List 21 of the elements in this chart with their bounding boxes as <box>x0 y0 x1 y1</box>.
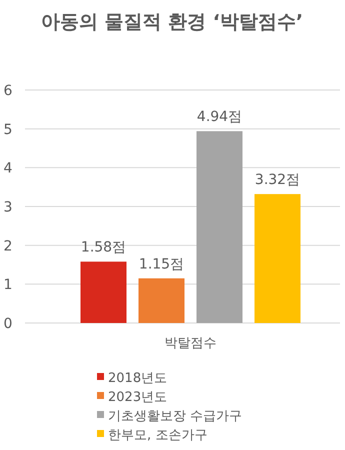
data-label: 3.32점 <box>254 172 300 188</box>
y-tick-label: 1 <box>4 277 12 294</box>
legend-label: 한부모, 조손가구 <box>108 428 208 443</box>
x-tick-label: 박탈점수 <box>164 336 216 351</box>
legend-label: 기초생활보장 수급가구 <box>108 409 242 424</box>
y-tick-label: 2 <box>4 238 12 254</box>
data-label: 4.94점 <box>196 109 242 126</box>
y-tick-label: 3 <box>4 200 12 216</box>
y-tick-label: 6 <box>4 83 13 99</box>
legend-label: 2023년도 <box>108 390 168 405</box>
data-label: 1.15점 <box>138 256 184 272</box>
bar <box>138 278 184 323</box>
y-tick-label: 5 <box>4 122 12 138</box>
data-label: 1.58점 <box>80 240 126 256</box>
y-tick-label: 4 <box>4 160 13 177</box>
legend-label: 2018년도 <box>108 371 168 386</box>
bar <box>254 194 300 323</box>
y-tick-label: 0 <box>4 316 12 332</box>
bar <box>80 262 126 323</box>
chart-title: 아동의 물질적 환경 ‘박탈점수’ <box>40 11 304 33</box>
bar <box>196 131 242 323</box>
